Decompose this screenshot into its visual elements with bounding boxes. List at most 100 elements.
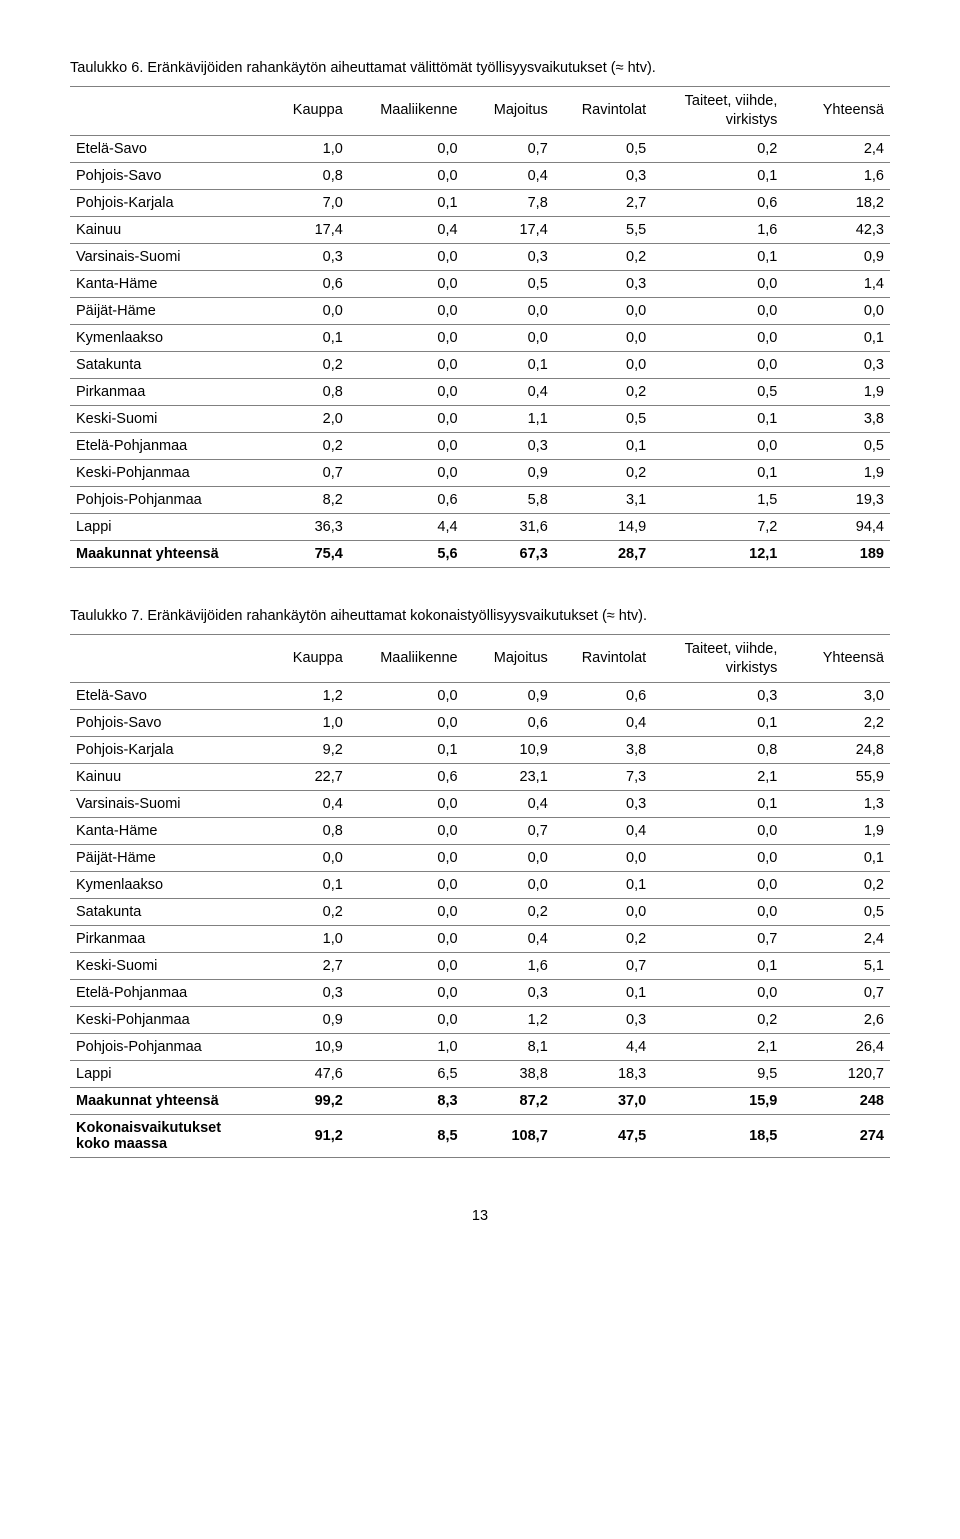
cell-value: 17,4 [267, 216, 349, 243]
cell-value: 0,1 [652, 162, 783, 189]
cell-value: 1,3 [783, 791, 890, 818]
cell-value: 14,9 [554, 513, 652, 540]
cell-value: 0,2 [464, 899, 554, 926]
cell-value: 0,8 [652, 737, 783, 764]
cell-value: 0,0 [554, 351, 652, 378]
cell-value: 0,0 [349, 378, 464, 405]
table-row: Etelä-Savo1,00,00,70,50,22,4 [70, 135, 890, 162]
table-row: Päijät-Häme0,00,00,00,00,00,0 [70, 297, 890, 324]
cell-value: 2,7 [267, 953, 349, 980]
cell-value: 0,3 [464, 432, 554, 459]
cell-value: 0,0 [652, 899, 783, 926]
cell-value: 0,0 [349, 324, 464, 351]
table-row: Päijät-Häme0,00,00,00,00,00,1 [70, 845, 890, 872]
column-header [70, 87, 267, 136]
cell-value: 37,0 [554, 1088, 652, 1115]
row-label: Etelä-Savo [70, 135, 267, 162]
cell-value: 7,8 [464, 189, 554, 216]
cell-value: 0,1 [349, 737, 464, 764]
cell-value: 0,3 [464, 980, 554, 1007]
row-label: Lappi [70, 513, 267, 540]
cell-value: 0,3 [267, 243, 349, 270]
cell-value: 0,0 [464, 845, 554, 872]
cell-value: 0,8 [267, 378, 349, 405]
cell-value: 0,5 [554, 405, 652, 432]
cell-value: 0,0 [349, 243, 464, 270]
row-label: Kymenlaakso [70, 872, 267, 899]
cell-value: 0,0 [464, 297, 554, 324]
cell-value: 0,1 [267, 872, 349, 899]
cell-value: 0,2 [554, 459, 652, 486]
cell-value: 0,6 [554, 683, 652, 710]
cell-value: 0,0 [652, 872, 783, 899]
cell-value: 0,2 [554, 378, 652, 405]
cell-value: 0,0 [349, 405, 464, 432]
cell-value: 87,2 [464, 1088, 554, 1115]
cell-value: 0,0 [783, 297, 890, 324]
cell-value: 38,8 [464, 1061, 554, 1088]
cell-value: 0,0 [554, 297, 652, 324]
cell-value: 0,2 [267, 432, 349, 459]
cell-value: 91,2 [267, 1115, 349, 1158]
cell-value: 0,2 [267, 351, 349, 378]
cell-value: 0,0 [267, 845, 349, 872]
cell-value: 0,2 [267, 899, 349, 926]
cell-value: 0,0 [349, 683, 464, 710]
row-label: Pohjois-Pohjanmaa [70, 1034, 267, 1061]
cell-value: 0,4 [464, 162, 554, 189]
cell-value: 0,0 [349, 818, 464, 845]
cell-value: 0,1 [652, 405, 783, 432]
cell-value: 0,3 [783, 351, 890, 378]
row-label: Kymenlaakso [70, 324, 267, 351]
table-row: Keski-Suomi2,00,01,10,50,13,8 [70, 405, 890, 432]
cell-value: 0,9 [464, 683, 554, 710]
column-header [70, 634, 267, 683]
cell-value: 18,5 [652, 1115, 783, 1158]
cell-value: 2,4 [783, 135, 890, 162]
cell-value: 0,6 [349, 764, 464, 791]
cell-value: 0,0 [349, 1007, 464, 1034]
table7: KauppaMaaliikenneMajoitusRavintolatTaite… [70, 634, 890, 1159]
cell-value: 8,5 [349, 1115, 464, 1158]
cell-value: 7,3 [554, 764, 652, 791]
cell-value: 1,9 [783, 378, 890, 405]
cell-value: 3,1 [554, 486, 652, 513]
cell-value: 18,2 [783, 189, 890, 216]
cell-value: 0,5 [464, 270, 554, 297]
cell-value: 36,3 [267, 513, 349, 540]
cell-value: 2,4 [783, 926, 890, 953]
cell-value: 0,1 [554, 872, 652, 899]
cell-value: 0,3 [554, 791, 652, 818]
table-row: Pohjois-Pohjanmaa8,20,65,83,11,519,3 [70, 486, 890, 513]
cell-value: 0,0 [349, 135, 464, 162]
table-row: Maakunnat yhteensä99,28,387,237,015,9248 [70, 1088, 890, 1115]
cell-value: 0,0 [554, 324, 652, 351]
table-row: Keski-Pohjanmaa0,70,00,90,20,11,9 [70, 459, 890, 486]
cell-value: 0,0 [349, 791, 464, 818]
row-label: Kokonaisvaikutuksetkoko maassa [70, 1115, 267, 1158]
cell-value: 2,2 [783, 710, 890, 737]
row-label: Keski-Pohjanmaa [70, 459, 267, 486]
cell-value: 0,0 [349, 872, 464, 899]
cell-value: 0,0 [652, 432, 783, 459]
cell-value: 0,7 [464, 135, 554, 162]
cell-value: 1,2 [464, 1007, 554, 1034]
cell-value: 2,1 [652, 1034, 783, 1061]
column-header: Majoitus [464, 634, 554, 683]
cell-value: 47,6 [267, 1061, 349, 1088]
cell-value: 0,0 [349, 162, 464, 189]
cell-value: 0,1 [464, 351, 554, 378]
cell-value: 1,0 [267, 135, 349, 162]
cell-value: 42,3 [783, 216, 890, 243]
row-label: Keski-Pohjanmaa [70, 1007, 267, 1034]
cell-value: 0,6 [267, 270, 349, 297]
row-label: Kainuu [70, 764, 267, 791]
cell-value: 7,2 [652, 513, 783, 540]
page-number: 13 [70, 1208, 890, 1224]
cell-value: 0,4 [554, 710, 652, 737]
cell-value: 0,9 [464, 459, 554, 486]
cell-value: 0,1 [554, 980, 652, 1007]
cell-value: 47,5 [554, 1115, 652, 1158]
column-header: Yhteensä [783, 634, 890, 683]
cell-value: 0,6 [349, 486, 464, 513]
